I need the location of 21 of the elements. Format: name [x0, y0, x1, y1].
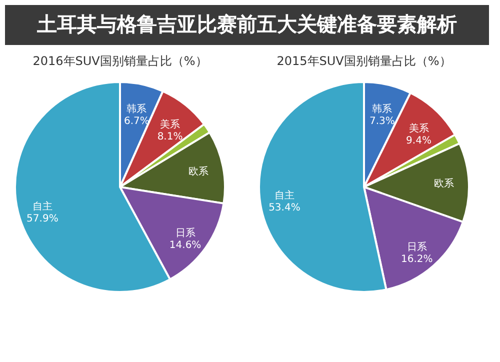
slice-label: 自主 — [274, 190, 294, 202]
data-label: 6.7% — [124, 116, 150, 127]
slice-label: 欧系 — [188, 166, 208, 178]
data-label: 57.9% — [26, 214, 58, 225]
data-label: 14.6% — [169, 240, 202, 252]
slice-label: 韩系 — [126, 102, 147, 115]
slice-label: 韩系 — [372, 103, 392, 116]
data-label: 7.3% — [369, 116, 395, 128]
slice-label: 欧系 — [434, 177, 454, 190]
slice-label: 自主 — [32, 200, 52, 213]
slice-label: 日系 — [175, 227, 196, 240]
data-label: 9.4% — [406, 136, 432, 147]
chart-title: 2015年SUV国别销量占比（%） — [276, 54, 452, 68]
slice-label: 日系 — [406, 241, 427, 254]
chart-title: 2016年SUV国别销量占比（%） — [32, 54, 208, 68]
text: 土耳其与格鲁吉亚比赛前五大关键准备要素解析 — [36, 12, 457, 36]
data-label: 8.1% — [157, 132, 183, 143]
data-label: 53.4% — [268, 202, 300, 214]
slice-label: 美系 — [408, 122, 429, 135]
slice-label: 美系 — [160, 118, 180, 131]
data-label: 16.2% — [401, 254, 433, 266]
